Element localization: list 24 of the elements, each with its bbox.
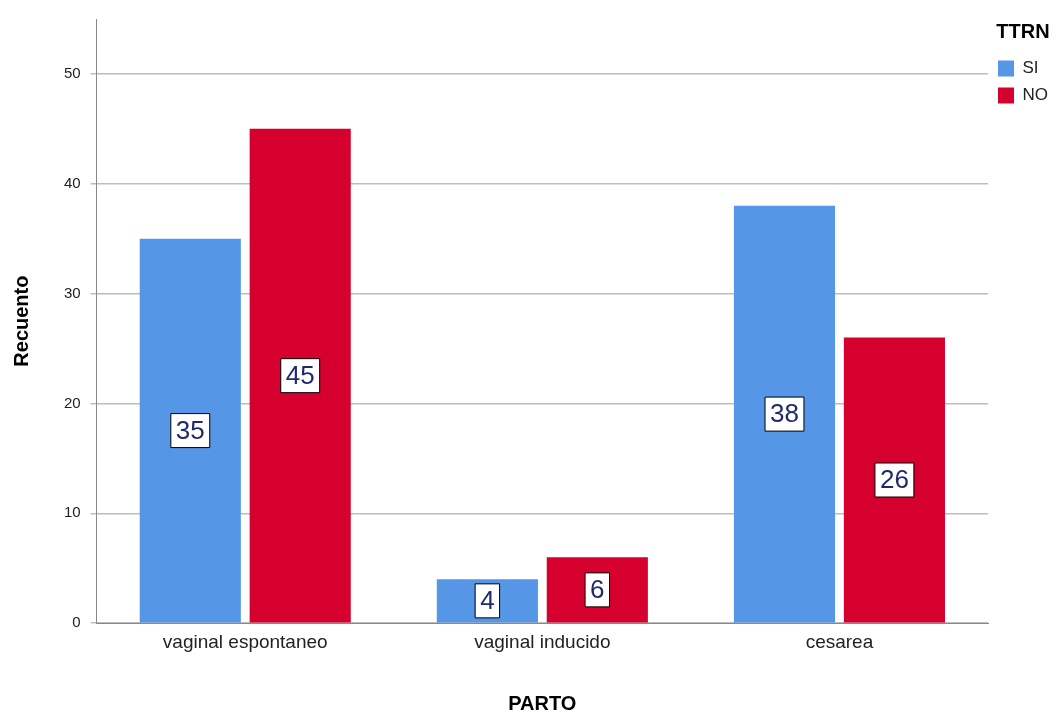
data-label: 35 [175,414,205,445]
legend-title: TTRN [996,19,1050,42]
y-tick-label: 0 [72,613,81,631]
y-tick-label: 30 [64,283,81,301]
data-label: 6 [590,574,605,605]
bar [843,337,945,623]
data-label: 4 [480,585,495,616]
y-tick-label: 20 [64,393,81,411]
x-tick-label: cesarea [805,630,874,652]
y-axis-title: Recuento [9,275,32,367]
y-tick-label: 50 [64,64,81,82]
y-tick-label: 10 [64,503,81,521]
data-label: 26 [879,464,909,495]
legend-label: SI [1022,58,1039,78]
x-tick-label: vaginal inducido [474,630,611,652]
legend-label: NO [1022,85,1048,105]
x-tick-label: vaginal espontaneo [162,630,328,652]
data-label: 45 [285,359,315,390]
data-label: 38 [770,398,799,429]
x-axis-title: PARTO [508,691,577,714]
bar [733,205,836,623]
bar [249,128,351,623]
bar [139,238,241,623]
y-tick-label: 40 [64,173,81,191]
